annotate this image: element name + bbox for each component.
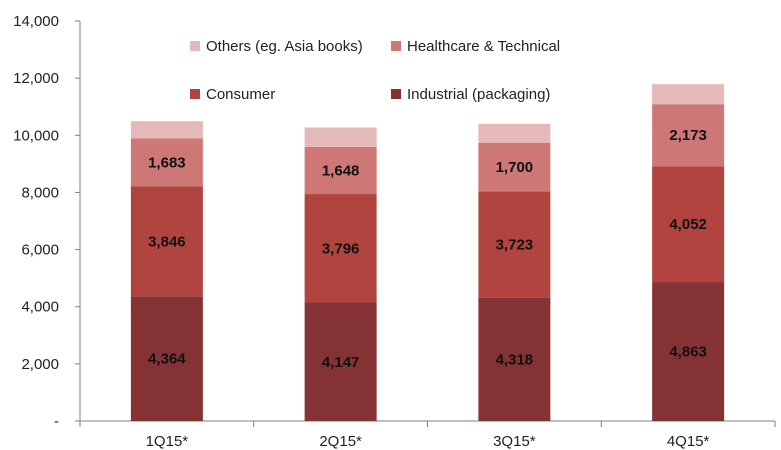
data-label: 1,648 <box>322 163 360 180</box>
data-label: 3,723 <box>496 236 534 253</box>
bar-segment <box>478 297 551 421</box>
bar-segment <box>304 146 377 195</box>
bar-segment <box>130 186 203 297</box>
legend: Others (eg. Asia books) Healthcare & Tech… <box>190 38 560 103</box>
y-tick-label: 6,000 <box>21 242 59 259</box>
bar-segment <box>304 302 377 421</box>
y-tick-label: 10,000 <box>13 127 59 144</box>
y-tick-label: 8,000 <box>21 184 59 201</box>
legend-label: Consumer <box>206 86 275 103</box>
bar-segment <box>652 84 725 105</box>
x-tick-label: 3Q15* <box>493 433 536 450</box>
data-label: 2,173 <box>669 127 707 144</box>
legend-label: Others (eg. Asia books) <box>206 38 363 55</box>
x-tick-label: 1Q15* <box>146 433 189 450</box>
x-tick-label: 2Q15* <box>319 433 362 450</box>
x-tick-label: 4Q15* <box>667 433 710 450</box>
legend-label: Industrial (packaging) <box>407 86 550 103</box>
y-tick-label: 12,000 <box>13 70 59 87</box>
data-label: 4,147 <box>322 354 360 371</box>
y-tick-label: - <box>54 413 59 430</box>
legend-label: Healthcare & Technical <box>407 38 560 55</box>
x-axis: 1Q15* 2Q15* 3Q15* 4Q15* <box>79 420 776 450</box>
bar-segment <box>130 296 203 421</box>
legend-swatch <box>391 41 401 51</box>
data-label: 1,683 <box>148 154 186 171</box>
data-label: 1,700 <box>496 159 534 176</box>
legend-swatch <box>391 89 401 99</box>
bar-segment <box>652 166 725 283</box>
bar-segment <box>652 282 725 421</box>
bar-segment <box>304 127 377 147</box>
legend-swatch <box>190 89 200 99</box>
legend-swatch <box>190 41 200 51</box>
bar-segment <box>130 138 203 187</box>
y-axis: - 2,000 4,000 6,000 8,000 10,000 12,000 14,000 <box>13 13 81 430</box>
data-label: 4,863 <box>669 344 707 361</box>
bar-segment <box>652 104 725 167</box>
y-tick-label: 4,000 <box>21 299 59 316</box>
y-tick-label: 14,000 <box>13 13 59 30</box>
data-label: 4,318 <box>496 351 534 368</box>
bar-segment <box>478 123 551 143</box>
bar-segment <box>304 194 377 303</box>
bars: 4,364 3,846 1,683 4,147 3,796 1,648 4,318 3,723… <box>130 84 725 421</box>
data-label: 4,364 <box>148 351 186 368</box>
y-tick-label: 2,000 <box>21 356 59 373</box>
data-label: 4,052 <box>669 216 707 233</box>
data-label: 3,846 <box>148 233 186 250</box>
bar-segment <box>478 142 551 192</box>
bar-segment <box>130 121 203 139</box>
data-label: 3,796 <box>322 240 360 257</box>
bar-segment <box>478 191 551 298</box>
